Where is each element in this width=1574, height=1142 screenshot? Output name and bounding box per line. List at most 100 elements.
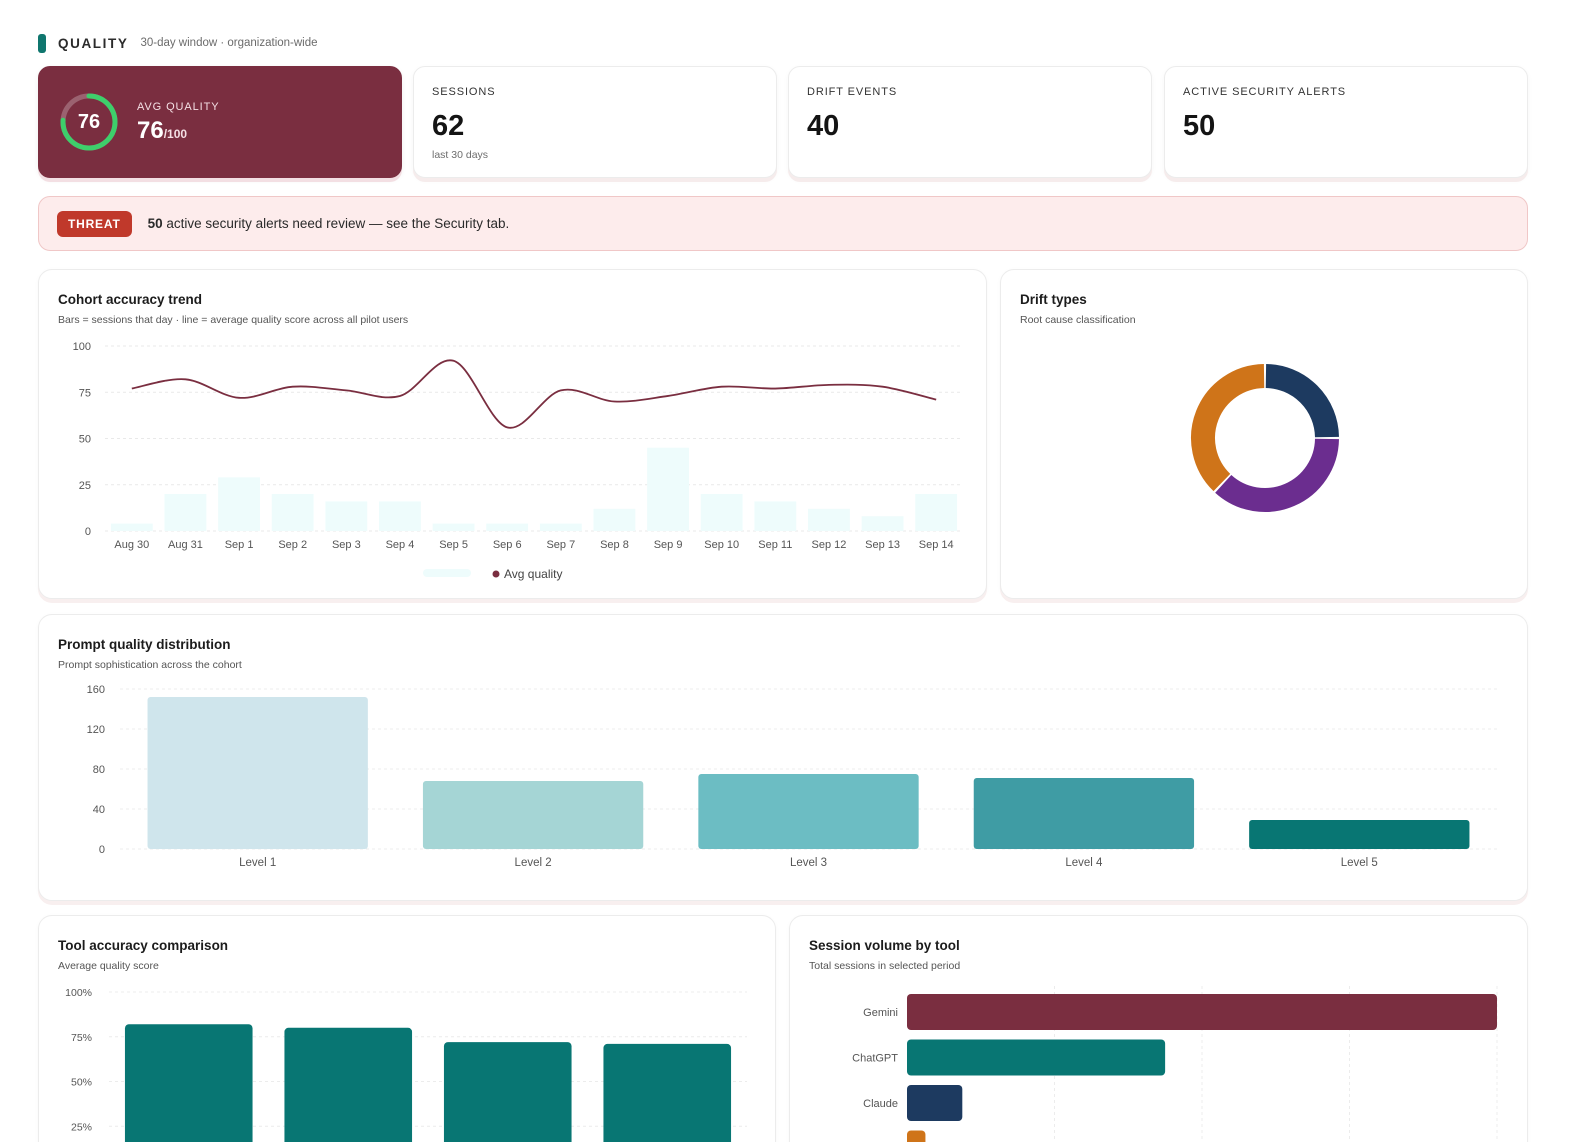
quality-ring-graphic <box>60 93 118 151</box>
card-title: Cohort accuracy trend <box>58 292 203 307</box>
kpi-avg-quality[interactable]: 76 AVG QUALITY 76/100 <box>38 66 402 178</box>
kpi-value: 62 <box>432 110 465 142</box>
donut-slice <box>1191 364 1265 492</box>
kpi-label: ACTIVE SECURITY ALERTS <box>1183 86 1347 98</box>
x-tick-label: Sep 3 <box>332 539 361 551</box>
tool-accuracy-bar <box>124 1024 253 1142</box>
legend-sessions-swatch <box>423 569 471 577</box>
x-tick-label: Sep 13 <box>865 539 900 551</box>
kpi-value-denominator: /100 <box>163 127 188 141</box>
x-tick-label: Sep 8 <box>600 539 629 551</box>
card-subtitle: Total sessions in selected period <box>809 960 961 972</box>
y-tick-label: 50 <box>79 434 91 446</box>
card-subtitle: Bars = sessions that day · line = averag… <box>58 314 409 326</box>
kpi-value-number: 76 <box>137 117 164 144</box>
y-tick-label: 75% <box>71 1032 92 1044</box>
threat-alert-banner[interactable]: THREAT 50 active security alerts need re… <box>38 196 1528 251</box>
cohort-trend-chart: 0 25 50 75 100 Aug 30 Aug 31 Sep 1 Sep 2 Sep 3 Sep… <box>73 341 963 581</box>
legend-avg-quality-dot <box>492 570 500 578</box>
session-volume-bar <box>907 1130 926 1142</box>
kpi-security-alerts[interactable]: ACTIVE SECURITY ALERTS 50 <box>1164 66 1528 178</box>
section-header: QUALITY 30-day window · organization-wid… <box>38 33 318 53</box>
x-tick-label: Sep 9 <box>654 539 683 551</box>
y-tick-label: Claude <box>863 1098 898 1110</box>
tool-accuracy-bar <box>284 1027 413 1142</box>
card-prompt-distribution: Prompt quality distribution Prompt sophi… <box>38 614 1528 901</box>
section-title: QUALITY <box>58 35 129 51</box>
y-tick-label: 75 <box>79 387 91 399</box>
prompt-distribution-chart: 0 40 80 120 160 Level 1 Level 2 Level 3 Level 4 L… <box>87 684 1497 869</box>
alert-message: 50 active security alerts need review — … <box>148 216 510 231</box>
sessions-bar <box>700 494 743 531</box>
kpi-value: 40 <box>807 110 840 142</box>
sessions-bar <box>432 523 475 531</box>
session-volume-bar <box>907 994 1497 1030</box>
y-tick-label: 0 <box>85 526 91 538</box>
prompt-level-bar <box>973 778 1195 849</box>
sessions-bar <box>271 494 314 531</box>
kpi-value: 76/100 <box>137 117 187 145</box>
card-title: Session volume by tool <box>809 938 960 953</box>
x-tick-label: Sep 12 <box>812 539 847 551</box>
x-tick-label: Level 4 <box>1065 857 1103 869</box>
tool-accuracy-chart: 25% 50% 75% 100% <box>65 987 747 1142</box>
x-tick-label: Sep 14 <box>919 539 954 551</box>
session-volume-bar <box>907 1039 1166 1076</box>
sessions-bar <box>110 523 153 531</box>
sessions-bar <box>808 508 850 531</box>
tool-accuracy-bar <box>603 1043 732 1142</box>
kpi-label: DRIFT EVENTS <box>807 86 898 98</box>
y-tick-label: Gemini <box>863 1007 898 1019</box>
y-tick-label: ChatGPT <box>852 1053 898 1065</box>
session-volume-chart: Gemini ChatGPT Claude <box>852 986 1498 1142</box>
quality-ring-value: 76 <box>77 111 101 133</box>
sessions-bar <box>915 494 958 531</box>
y-tick-label: 160 <box>87 684 105 696</box>
x-tick-label: Sep 7 <box>546 539 575 551</box>
donut-slice <box>1265 364 1339 438</box>
drift-donut-chart <box>1191 364 1339 512</box>
card-drift-types: Drift types Root cause classification <box>1000 269 1528 599</box>
prompt-level-bar <box>422 781 644 849</box>
y-tick-label: 25% <box>71 1121 92 1133</box>
sessions-bar <box>593 508 636 531</box>
kpi-footnote: last 30 days <box>432 149 489 161</box>
y-tick-label: 120 <box>87 724 105 736</box>
sessions-bar <box>164 494 207 531</box>
session-volume-bar <box>907 1085 963 1121</box>
sessions-bar <box>325 501 368 531</box>
y-tick-label: 80 <box>93 764 105 776</box>
sessions-bar <box>754 501 797 531</box>
card-session-volume: Session volume by tool Total sessions in… <box>789 915 1528 1142</box>
threat-badge: THREAT <box>57 210 132 237</box>
y-tick-label: 0 <box>99 844 105 856</box>
prompt-level-bar <box>1249 820 1470 849</box>
prompt-level-bar <box>698 774 919 849</box>
x-tick-label: Level 2 <box>515 857 552 869</box>
kpi-label: AVG QUALITY <box>137 101 220 113</box>
section-subtitle: 30-day window · organization-wide <box>140 37 318 49</box>
x-tick-label: Sep 6 <box>493 539 522 551</box>
sessions-bar <box>379 501 421 531</box>
y-tick-label: 50% <box>71 1077 92 1089</box>
x-tick-label: Sep 4 <box>386 539 415 551</box>
donut-slice <box>1215 438 1339 512</box>
card-cohort-trend: Cohort accuracy trend Bars = sessions th… <box>38 269 987 599</box>
legend-avg-quality-label: Avg quality <box>504 567 562 581</box>
x-tick-label: Sep 5 <box>439 539 468 551</box>
card-tool-accuracy: Tool accuracy comparison Average quality… <box>38 915 776 1142</box>
x-tick-label: Level 1 <box>239 857 276 869</box>
quality-ring: 76 <box>58 91 120 153</box>
x-tick-label: Level 5 <box>1341 857 1378 869</box>
sessions-bar <box>486 523 529 531</box>
card-title: Prompt quality distribution <box>58 637 231 652</box>
kpi-sessions[interactable]: SESSIONS 62 last 30 days <box>413 66 777 178</box>
x-tick-label: Sep 11 <box>758 539 792 551</box>
x-tick-label: Level 3 <box>790 857 827 869</box>
kpi-value: 50 <box>1183 110 1216 142</box>
y-tick-label: 100% <box>65 987 92 999</box>
kpi-drift-events[interactable]: DRIFT EVENTS 40 <box>788 66 1152 178</box>
card-subtitle: Average quality score <box>58 960 159 972</box>
x-tick-label: Sep 1 <box>225 539 254 551</box>
alert-message-text: active security alerts need review — see… <box>162 216 510 231</box>
